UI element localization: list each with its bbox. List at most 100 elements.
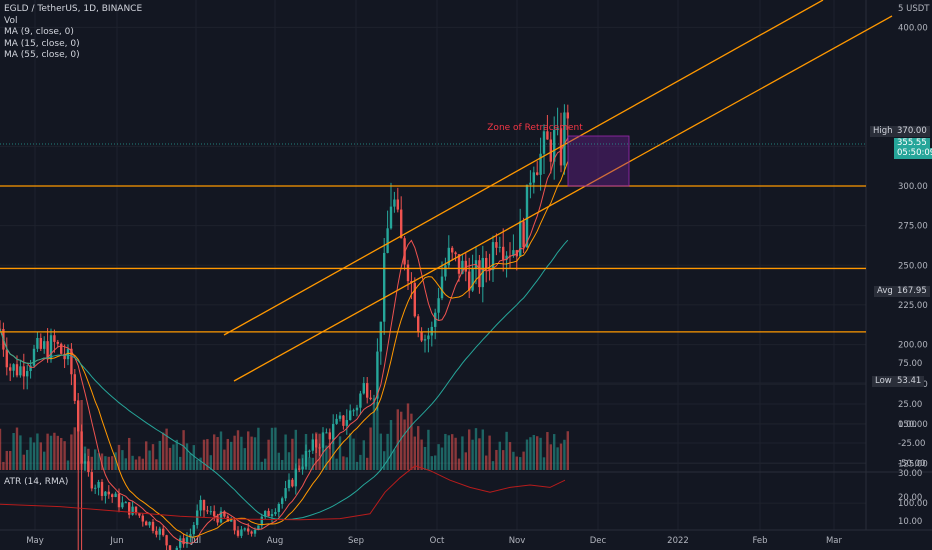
- time-label: Dec: [590, 536, 607, 546]
- volume-bar: [148, 450, 151, 470]
- volume-bar: [440, 447, 444, 470]
- retracement-zone: [567, 135, 630, 187]
- candle-body: [553, 130, 556, 162]
- candle-body: [325, 432, 328, 434]
- volume-bar: [70, 434, 73, 470]
- candle-body: [406, 264, 410, 282]
- volume-bar: [532, 434, 535, 470]
- candle-body: [512, 250, 515, 256]
- last-price-tag: 355.55: [894, 138, 930, 149]
- candle-body: [60, 343, 63, 354]
- volume-bar: [247, 431, 250, 470]
- volume-bar: [549, 444, 552, 470]
- candle-body: [376, 351, 379, 399]
- candle-body: [539, 153, 542, 175]
- candle-body: [155, 530, 158, 535]
- volume-bar: [498, 441, 501, 470]
- volume-bar: [46, 433, 49, 470]
- candle-body: [525, 184, 529, 248]
- volume-bar: [369, 427, 372, 470]
- indicator-ma55[interactable]: MA (55, close, 0): [4, 50, 80, 61]
- volume-bar: [32, 442, 36, 470]
- indicator-ma9[interactable]: MA (9, close, 0): [4, 27, 74, 38]
- volume-bar: [216, 437, 219, 470]
- high-tag-label: High: [870, 126, 896, 137]
- price-tick: 150.00: [898, 420, 928, 430]
- candle-body: [362, 383, 365, 394]
- candle-body: [22, 366, 25, 377]
- volume-bar: [366, 457, 369, 470]
- candle-body: [12, 364, 15, 371]
- candle-body: [291, 479, 294, 487]
- price-tick: 125.00: [898, 459, 928, 469]
- volume-bar: [505, 431, 508, 470]
- candle-body: [413, 283, 416, 317]
- drawings[interactable]: [0, 0, 893, 382]
- volume-bar: [250, 436, 253, 470]
- volume-bar: [175, 439, 178, 470]
- volume-bar: [559, 443, 563, 470]
- candle-body: [566, 112, 569, 119]
- volume-bar: [451, 434, 454, 470]
- candle-body: [73, 374, 76, 401]
- volume-bar: [308, 457, 311, 470]
- candle-body: [304, 450, 308, 467]
- candle-body: [270, 514, 274, 517]
- volume-bar: [294, 429, 297, 470]
- candle-body: [104, 491, 107, 496]
- volume-bar: [444, 433, 447, 470]
- atr-legend[interactable]: ATR (14, RMA): [4, 477, 69, 487]
- candle-body: [80, 431, 83, 464]
- candle-body: [0, 328, 2, 330]
- volume-bar: [219, 431, 223, 470]
- volume-bar: [393, 449, 396, 470]
- volume-bar: [328, 443, 331, 470]
- ma9-line: [0, 137, 569, 544]
- time-label: Mar: [826, 536, 843, 546]
- volume-bar: [2, 461, 5, 470]
- volume-bar: [243, 448, 246, 470]
- atr-series: [0, 465, 566, 521]
- volume-bar: [22, 454, 25, 470]
- candle-body: [138, 513, 141, 516]
- avg-tag-label: Avg: [874, 286, 896, 297]
- candle-body: [26, 371, 29, 377]
- candle-body: [202, 499, 206, 511]
- volume-bar: [403, 419, 406, 470]
- zone-of-retracement-label[interactable]: Zone of Retracement: [487, 123, 583, 133]
- price-tick: -25.00: [898, 439, 925, 449]
- volume-bar: [420, 439, 423, 470]
- candle-body: [342, 415, 345, 426]
- indicator-vol[interactable]: Vol: [4, 15, 18, 26]
- candle-body: [440, 276, 444, 299]
- candle-body: [369, 397, 372, 400]
- candle-body: [505, 255, 508, 260]
- candle-body: [294, 468, 297, 487]
- candle-body: [253, 529, 257, 534]
- volume-bar: [556, 447, 559, 470]
- candle-body: [230, 519, 233, 522]
- candle-body: [46, 341, 49, 360]
- indicator-ma15[interactable]: MA (15, close, 0): [4, 38, 80, 49]
- candle-body: [175, 547, 178, 550]
- volume-bar: [15, 427, 19, 470]
- volume-bar: [478, 438, 481, 470]
- time-label: May: [26, 536, 44, 546]
- candle-body: [366, 383, 369, 398]
- chart-legend: EGLD / TetherUS, 1D, BINANCE Vol MA (9, …: [4, 4, 142, 62]
- volume-bar: [260, 461, 263, 470]
- candle-body: [274, 511, 277, 515]
- volume-bar: [206, 439, 209, 470]
- symbol-title[interactable]: EGLD / TetherUS, 1D, BINANCE: [4, 4, 143, 14]
- candle-body: [451, 247, 454, 253]
- volume-bar: [114, 452, 117, 470]
- candle-body: [478, 260, 481, 288]
- volume-bar: [264, 458, 267, 470]
- candle-body: [141, 515, 144, 522]
- candle-body: [56, 341, 59, 344]
- candle-body: [196, 510, 199, 526]
- candle-body: [179, 538, 182, 548]
- candle-body: [250, 531, 253, 534]
- volume-bar: [525, 439, 529, 470]
